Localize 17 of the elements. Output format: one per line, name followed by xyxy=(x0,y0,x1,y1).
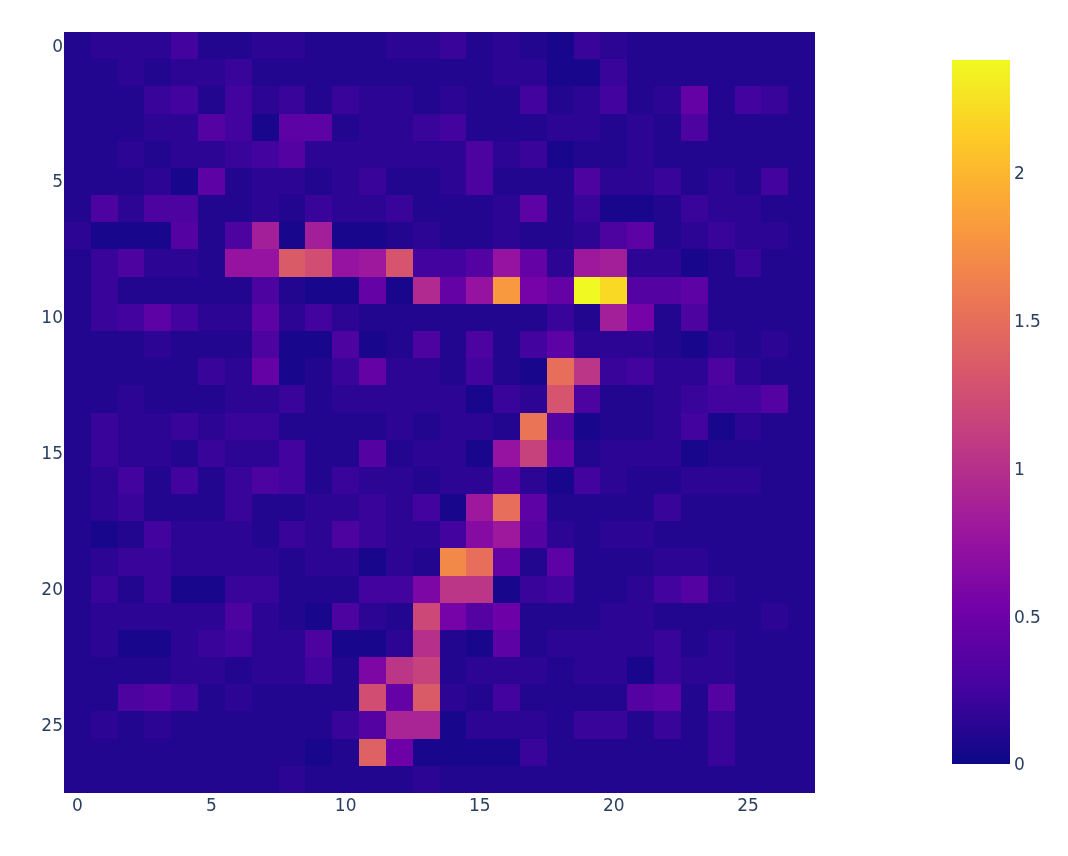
color-bar-label: 0.5 xyxy=(1013,606,1041,627)
y-tick-label: 25 xyxy=(41,715,63,735)
y-tick-label: 5 xyxy=(52,171,63,192)
x-tick-label: 5 xyxy=(206,795,217,815)
x-tick-label: 10 xyxy=(334,795,357,815)
x-tick-label: 15 xyxy=(468,795,491,815)
x-tick-label: 0 xyxy=(72,795,83,815)
color-bar-label: 1 xyxy=(1013,458,1025,479)
y-tick-label: 20 xyxy=(41,579,63,600)
color-bar-label: 2 xyxy=(1013,162,1025,183)
y-tick-label: 0 xyxy=(52,35,63,56)
y-tick-label: 15 xyxy=(41,443,63,464)
y-tick-label: 10 xyxy=(41,307,63,328)
x-tick-label: 25 xyxy=(737,795,759,815)
x-tick-label: 20 xyxy=(603,795,625,815)
color-bar-label: 0 xyxy=(1013,754,1025,775)
color-bar-label: 1.5 xyxy=(1013,310,1041,331)
